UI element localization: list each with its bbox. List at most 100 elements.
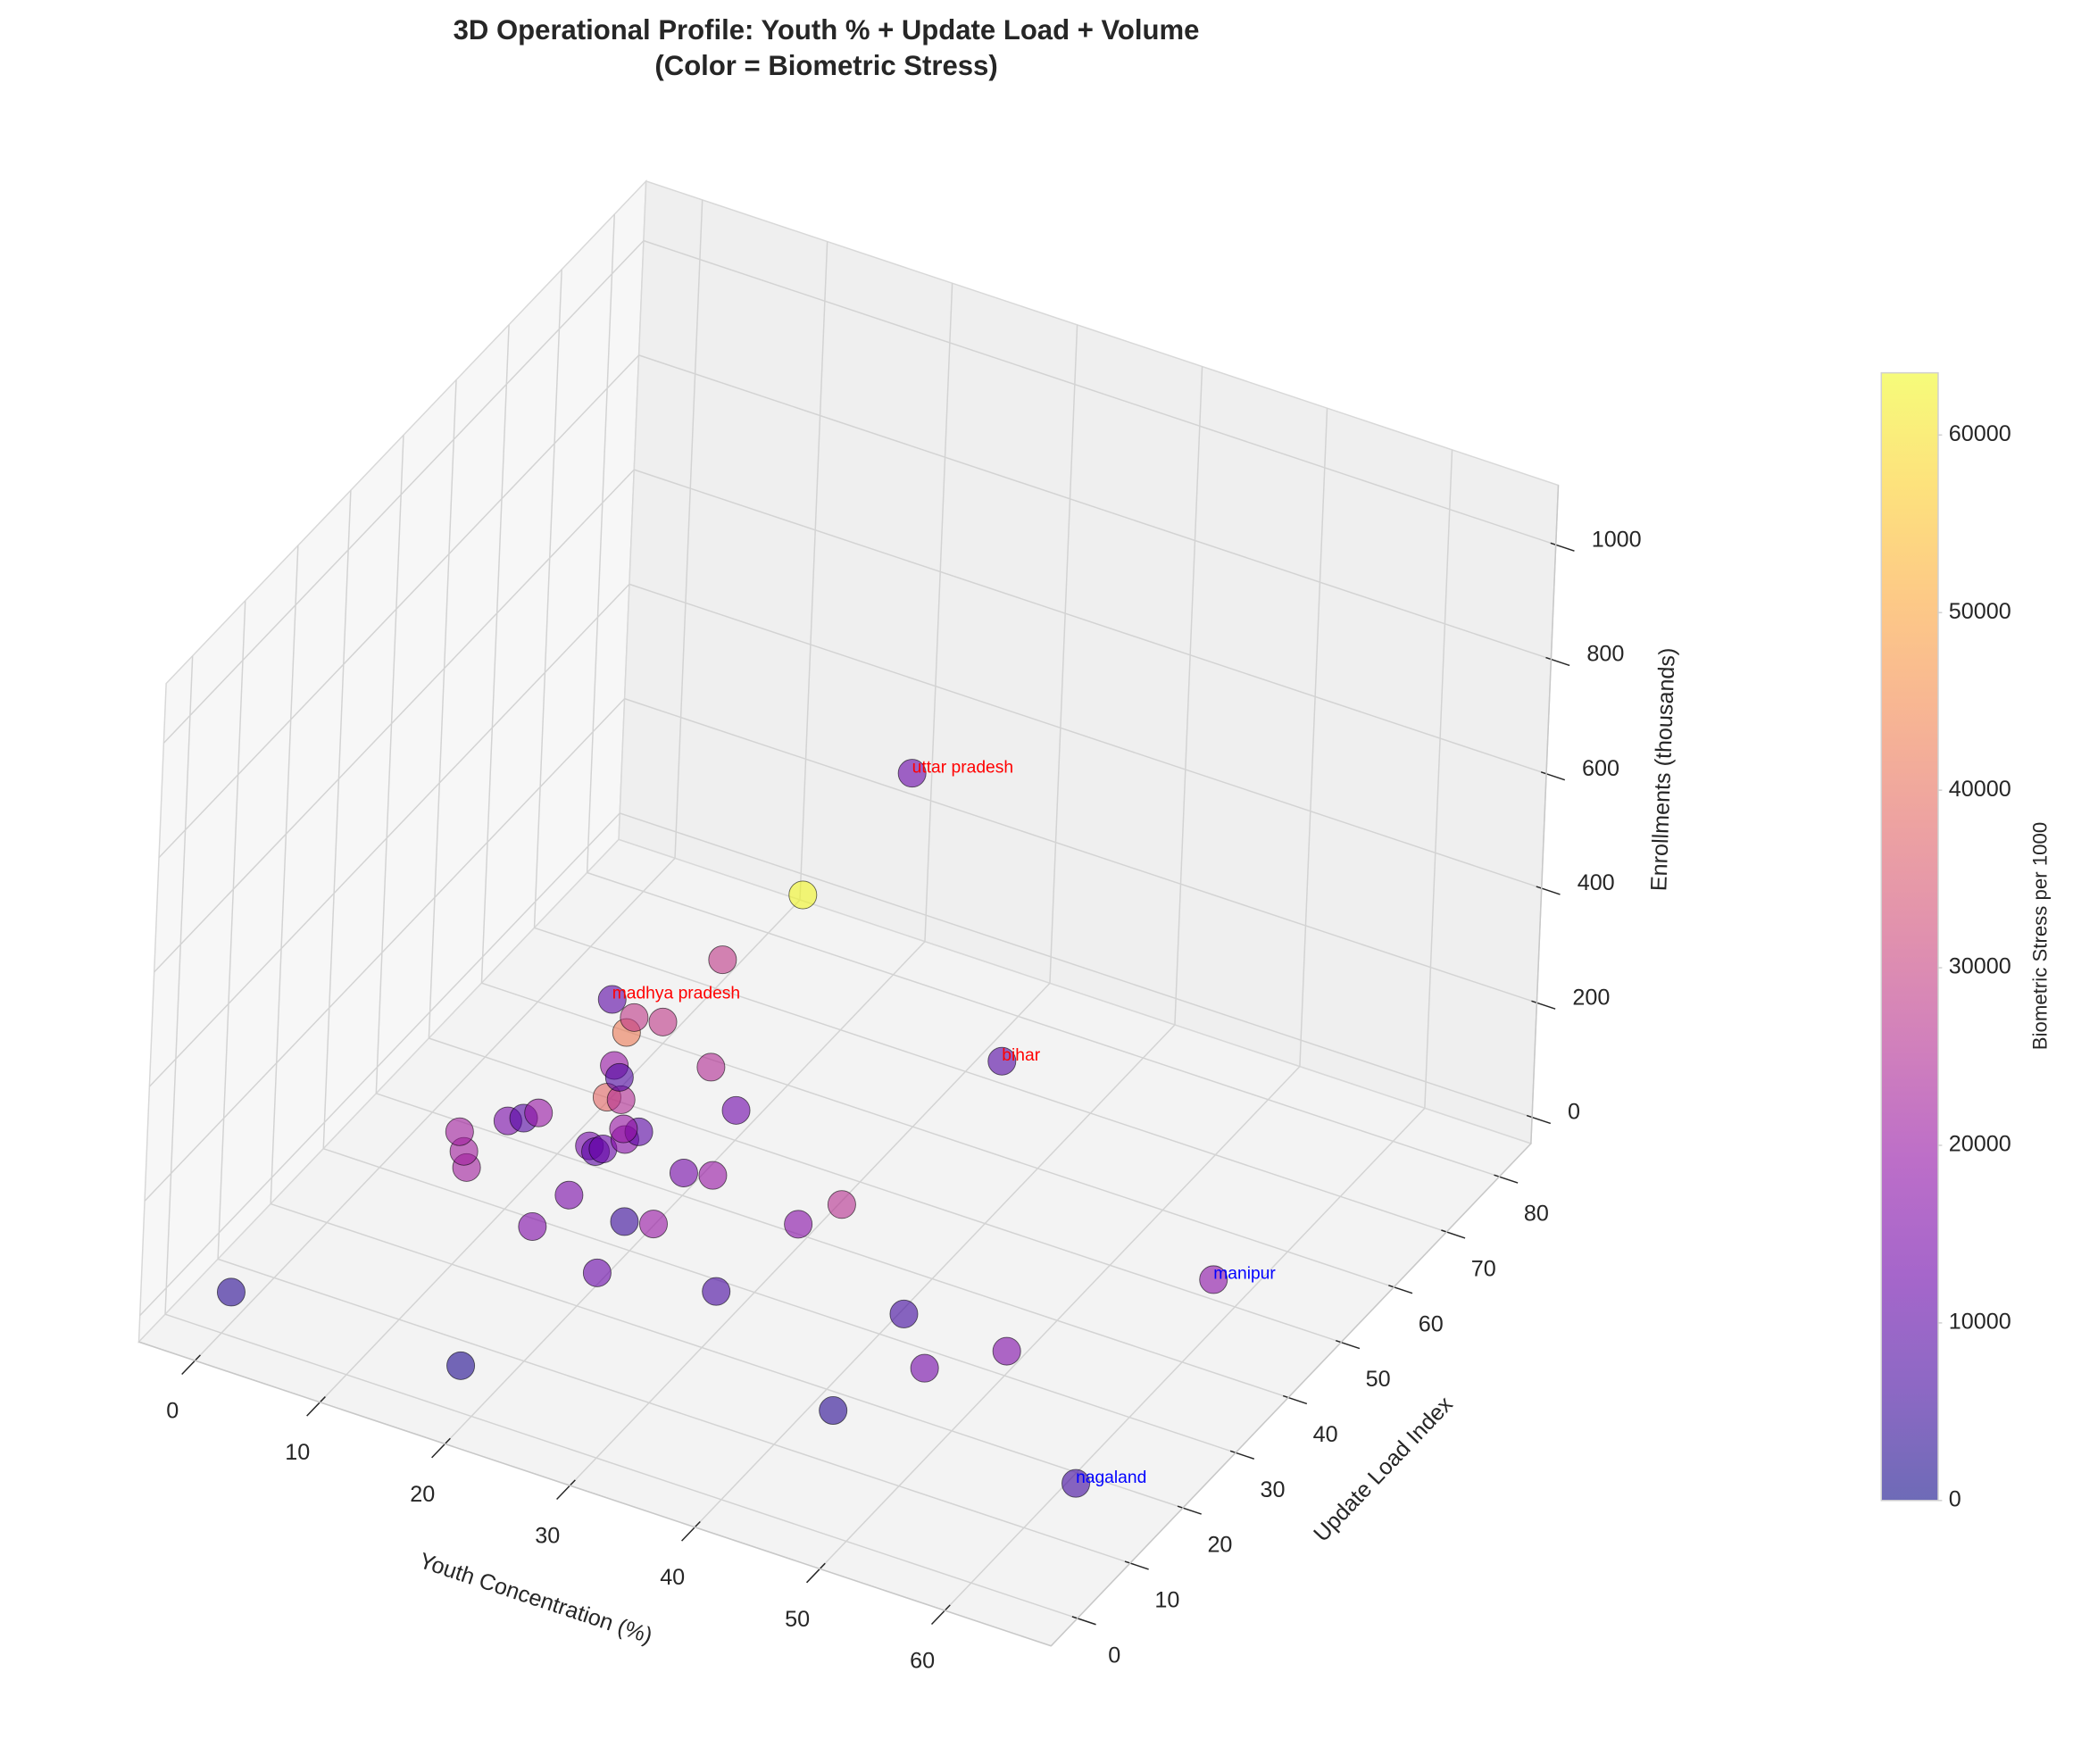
tick-mark (1336, 1339, 1361, 1350)
point (910, 1353, 939, 1383)
point (992, 1336, 1021, 1366)
grid-line (634, 469, 1547, 775)
grid-line (319, 899, 801, 1403)
x-tick-label: 60 (910, 1648, 935, 1673)
tick-mark (1494, 1174, 1519, 1184)
tick-mark (805, 1562, 826, 1584)
point (554, 1180, 584, 1210)
y-tick-label: 60 (1419, 1311, 1444, 1336)
axis-line (138, 1341, 1052, 1647)
grid-line (534, 927, 1447, 1233)
point (610, 1207, 639, 1236)
y-tick-label: 40 (1313, 1422, 1338, 1447)
grid-line (164, 1313, 1078, 1619)
chart-title: 3D Operational Profile: Youth % + Update… (454, 14, 1200, 46)
grid-line (643, 239, 1556, 545)
grid-line (569, 982, 1051, 1486)
z-axis-label: Enrollments (thousands) (1646, 647, 1679, 891)
grid-line (139, 812, 620, 1317)
point (604, 1062, 634, 1092)
colorbar-tick-label: 60000 (1949, 421, 2011, 446)
point (827, 1190, 856, 1219)
grid-line (148, 583, 630, 1087)
colorbar-label: Biometric Stress per 1000 (2028, 822, 2051, 1050)
grid-line (799, 241, 828, 901)
tick-mark (181, 1354, 201, 1376)
z-tick-label: 200 (1572, 985, 1610, 1010)
grid-line (1174, 366, 1203, 1026)
point (708, 945, 737, 975)
tick-mark (1531, 1000, 1556, 1010)
axis-line (1530, 485, 1560, 1144)
tick-mark (930, 1604, 951, 1625)
grid-line (1424, 449, 1453, 1109)
tick-mark (1550, 542, 1575, 552)
z-tick-label: 600 (1582, 756, 1619, 781)
grid-line (375, 435, 404, 1094)
tick-mark (1526, 1114, 1552, 1125)
tick-mark (1545, 656, 1570, 667)
colorbar (1880, 371, 1939, 1502)
grid-line (323, 1147, 1236, 1453)
grid-line (444, 941, 926, 1444)
grid-line (164, 655, 194, 1315)
point (698, 1161, 728, 1190)
grid-line (217, 1258, 1131, 1564)
grid-line (270, 545, 299, 1204)
x-tick-label: 20 (410, 1482, 435, 1507)
grid-line (587, 871, 1500, 1177)
point (721, 1095, 751, 1125)
grid-line (376, 1093, 1289, 1399)
point-annotation: madhya pradesh (612, 985, 740, 1003)
z-tick-label: 800 (1586, 642, 1624, 667)
z-tick-label: 1000 (1592, 527, 1642, 552)
axes-panes (137, 179, 1560, 1647)
point (1061, 1469, 1091, 1498)
tick-mark (1229, 1450, 1255, 1460)
tick-mark (681, 1521, 701, 1542)
tick-mark (1282, 1394, 1308, 1405)
grid-line (162, 240, 645, 744)
point (788, 880, 818, 910)
point (784, 1210, 813, 1239)
grid-line (144, 698, 626, 1202)
point (987, 1046, 1017, 1076)
y-tick-label: 50 (1366, 1367, 1391, 1392)
x-tick-label: 50 (785, 1607, 810, 1632)
tick-mark (431, 1437, 451, 1459)
z-tick-label: 400 (1578, 870, 1615, 895)
point (582, 1258, 612, 1287)
y-tick-label: 10 (1154, 1588, 1179, 1613)
grid-line (924, 283, 953, 942)
colorbar-tick-label: 20000 (1949, 1132, 2011, 1157)
colorbar-tick-label: 0 (1949, 1486, 1961, 1511)
tick-mark (306, 1396, 326, 1417)
points (216, 759, 1228, 1498)
y-tick-label: 30 (1261, 1477, 1286, 1502)
grid-line (158, 354, 640, 859)
z-tick-label: 0 (1568, 1100, 1580, 1125)
tick-mark (1124, 1560, 1149, 1570)
y-tick-label: 70 (1471, 1257, 1496, 1282)
point (702, 1277, 731, 1306)
grid-line (194, 857, 676, 1361)
grid-line (629, 583, 1542, 889)
point (597, 985, 627, 1014)
tick-mark (1540, 771, 1566, 781)
x-tick-label: 30 (535, 1523, 560, 1548)
grid-line (154, 469, 635, 973)
y-axis-label: Update Load Index (1309, 1392, 1458, 1547)
x-axis-label: Youth Concentration (%) (416, 1548, 655, 1649)
point (445, 1117, 474, 1146)
colorbar-tick-label: 10000 (1949, 1310, 2011, 1335)
grid-line (819, 1066, 1301, 1569)
grid-line (620, 812, 1533, 1119)
tick-mark (556, 1479, 576, 1501)
point (648, 1007, 678, 1036)
grid-line (674, 199, 703, 859)
point (819, 1396, 848, 1425)
grid-line (638, 354, 1552, 661)
axis-line (1050, 1143, 1532, 1647)
